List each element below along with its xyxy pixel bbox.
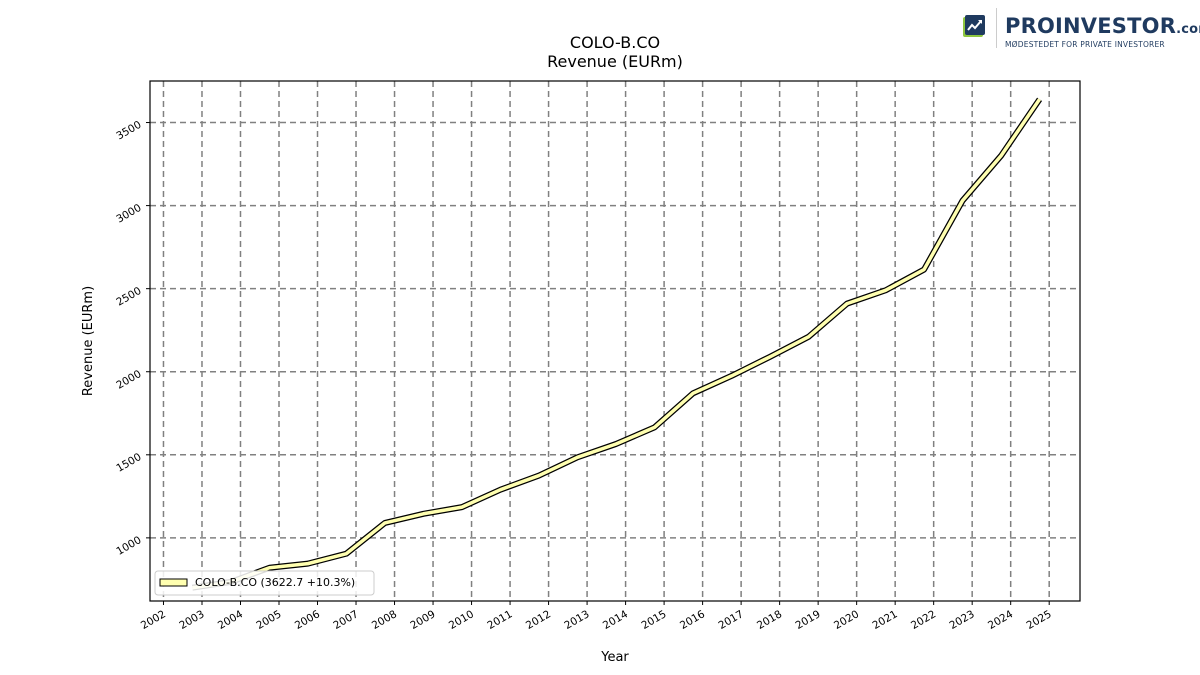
x-tick-label: 2004 <box>216 608 245 632</box>
y-tick-label: 2500 <box>114 285 143 309</box>
x-tick-label: 2016 <box>678 608 707 632</box>
x-tick-label: 2013 <box>562 608 591 632</box>
x-tick-label: 2015 <box>639 608 668 632</box>
x-tick-label: 2006 <box>293 608 322 632</box>
series-line-outline <box>191 97 1043 591</box>
x-tick-label: 2018 <box>755 608 784 632</box>
x-tick-label: 2022 <box>909 608 938 632</box>
x-tick-label: 2025 <box>1025 608 1054 632</box>
y-tick-label: 3500 <box>114 119 143 143</box>
y-tick-label: 3000 <box>114 202 143 226</box>
y-axis-label: Revenue (EURm) <box>81 286 96 396</box>
grid-lines <box>150 81 1080 601</box>
x-tick-label: 2005 <box>254 608 283 632</box>
y-tick-label: 2000 <box>114 368 143 392</box>
series-line <box>192 98 1042 590</box>
x-tick-label: 2010 <box>447 608 476 632</box>
series-layer <box>191 97 1043 591</box>
legend-box <box>154 570 375 596</box>
x-tick-label: 2008 <box>370 608 399 632</box>
legend-swatch <box>159 578 188 587</box>
x-tick-label: 2023 <box>948 608 977 632</box>
x-axis-label: Year <box>600 650 629 665</box>
x-tick-label: 2007 <box>331 608 360 632</box>
y-tick-label: 1500 <box>114 451 143 475</box>
plot-area-frame <box>149 80 1081 602</box>
x-tick-label: 2020 <box>832 608 861 632</box>
x-tick-label: 2012 <box>524 608 553 632</box>
brand-name-text: PROINVESTOR <box>1005 14 1177 38</box>
x-tick-label: 2024 <box>986 608 1015 632</box>
logo-divider <box>996 8 997 48</box>
legend-label: COLO-B.CO (3622.7 +10.3%) <box>195 576 355 589</box>
chart-title: COLO-B.CO <box>570 33 660 52</box>
chart-subtitle: Revenue (EURm) <box>547 52 683 71</box>
proinvestor-logo[interactable]: PROINVESTOR.com MØDESTEDET FOR PRIVATE I… <box>960 8 1200 50</box>
legend: COLO-B.CO (3622.7 +10.3%) <box>154 570 375 596</box>
y-axis-ticks: 1000 1500 2000 2500 3000 3500 <box>114 119 150 558</box>
x-tick-label: 2019 <box>793 608 822 632</box>
stock-chart-icon <box>963 15 985 37</box>
brand-name: PROINVESTOR.com <box>1005 14 1200 38</box>
x-tick-label: 2003 <box>177 608 206 632</box>
x-tick-label: 2021 <box>871 608 900 632</box>
brand-tagline: MØDESTEDET FOR PRIVATE INVESTORER <box>1005 40 1165 49</box>
x-tick-label: 2017 <box>716 608 745 632</box>
y-tick-label: 1000 <box>114 534 143 558</box>
x-tick-label: 2011 <box>485 608 514 632</box>
x-axis-ticks: 2002 2003 2004 2005 2006 2007 2008 2009 2010 2011… <box>139 601 1054 632</box>
brand-suffix: .com <box>1176 22 1200 37</box>
x-tick-label: 2009 <box>408 608 437 632</box>
x-tick-label: 2014 <box>601 608 630 632</box>
x-tick-label: 2002 <box>139 608 168 632</box>
